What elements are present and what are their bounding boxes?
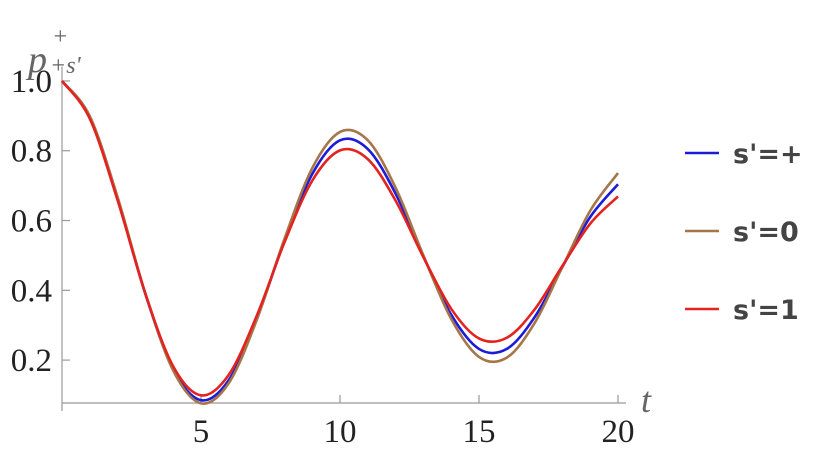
y-tick-label: 0.6 (11, 204, 52, 240)
y-axis-label: p (25, 39, 47, 81)
legend-label: s'=+ (733, 139, 803, 170)
x-tick-label: 15 (463, 414, 496, 450)
legend-label: s'=0 (733, 217, 799, 248)
y-tick-label: 0.4 (11, 273, 52, 309)
y-tick-label: 0.8 (11, 134, 52, 170)
series-line (60, 80, 620, 405)
legend-label: s'=1 (733, 295, 799, 326)
y-axis-label-sup: + (52, 24, 68, 50)
x-tick-label: 5 (193, 414, 210, 450)
y-axis-label-sub: +s' (50, 53, 82, 79)
series-line (60, 80, 619, 397)
x-axis-label: t (641, 380, 652, 420)
y-tick-label: 1.0 (11, 64, 52, 100)
y-tick-label: 0.2 (11, 343, 52, 379)
x-tick-label: 20 (602, 414, 635, 450)
x-tick-label: 10 (324, 414, 357, 450)
series-line (60, 80, 619, 402)
